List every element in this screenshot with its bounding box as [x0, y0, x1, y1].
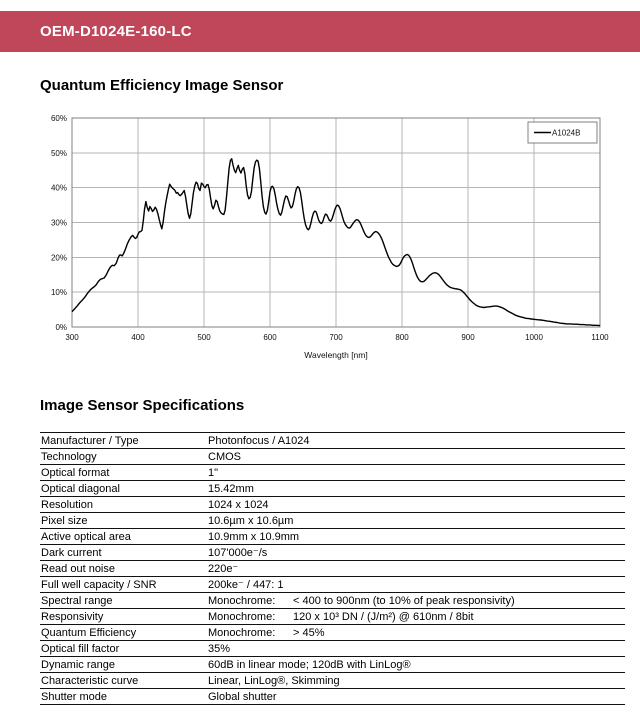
axis-labels: 0% 10% 20% 30% 40% 50% 60% 300 400 500 600 700 800 90…	[51, 114, 609, 342]
spec-label: Characteristic curve	[41, 674, 139, 687]
product-title: OEM-D1024E-160-LC	[40, 23, 192, 40]
spec-table: Manufacturer / Type Photonfocus / A1024 Te…	[40, 432, 625, 705]
spec-value: > 45%	[293, 626, 325, 639]
y-tick-label: 40%	[51, 184, 67, 193]
spec-mode: Monochrome:	[208, 610, 276, 623]
legend-box	[527, 121, 598, 144]
legend: A1024B	[527, 121, 598, 144]
legend-label: A1024B	[552, 129, 580, 138]
spec-row: Shutter mode Global shutter	[40, 688, 625, 704]
spec-label: Optical diagonal	[41, 482, 120, 495]
plot-frame	[71, 117, 601, 328]
spec-value: 1"	[208, 466, 219, 479]
spec-value: 10.9mm x 10.9mm	[208, 530, 300, 543]
spec-value: 200ke⁻ / 447: 1	[208, 579, 284, 591]
spec-label: Shutter mode	[41, 690, 108, 703]
spec-label: Pixel size	[41, 514, 88, 527]
spec-label: Quantum Efficiency	[41, 626, 137, 639]
qe-section-title: Quantum Efficiency Image Sensor	[40, 77, 284, 94]
spec-label: Read out noise	[41, 562, 115, 575]
header-bar: OEM-D1024E-160-LC	[0, 11, 640, 52]
spec-row: Optical diagonal 15.42mm	[40, 480, 625, 496]
qe-curve	[71, 158, 601, 327]
y-tick-label: 60%	[51, 114, 67, 123]
x-tick-label: 1000	[525, 333, 543, 342]
x-tick-label: 900	[461, 333, 475, 342]
spec-label: Full well capacity / SNR	[41, 578, 157, 591]
spec-value: 35%	[208, 642, 231, 655]
x-tick-label: 400	[131, 333, 145, 342]
spec-label: Spectral range	[41, 594, 113, 607]
spec-row: Characteristic curve Linear, LinLog®, Ski…	[40, 672, 625, 688]
spec-label: Dynamic range	[41, 658, 115, 671]
spec-row: Read out noise 220e⁻	[40, 560, 625, 576]
spec-value: < 400 to 900nm (to 10% of peak responsiv…	[293, 594, 515, 607]
x-tick-label: 1100	[591, 333, 609, 342]
spec-value: 220e⁻	[208, 563, 239, 575]
y-tick-label: 0%	[55, 323, 67, 332]
spec-row: Optical fill factor 35%	[40, 640, 625, 656]
spec-section-title: Image Sensor Specifications	[40, 397, 245, 414]
x-tick-label: 600	[263, 333, 277, 342]
spec-row: Resolution 1024 x 1024	[40, 496, 625, 512]
spec-row: Spectral range Monochrome: < 400 to 900nm …	[40, 592, 625, 608]
spec-value: 10.6µm x 10.6µm	[208, 514, 294, 527]
spec-row: Dynamic range 60dB in linear mode; 120dB …	[40, 656, 625, 672]
spec-row: Responsivity Monochrome: 120 x 10³ DN / (J…	[40, 608, 625, 624]
spec-label: Manufacturer / Type	[41, 434, 139, 447]
spec-value: Global shutter	[208, 690, 277, 703]
spec-value: CMOS	[208, 450, 241, 463]
spec-label: Technology	[41, 450, 97, 463]
y-tick-label: 50%	[51, 149, 67, 158]
y-tick-label: 20%	[51, 253, 67, 262]
spec-mode: Monochrome:	[208, 594, 276, 607]
y-tick-label: 10%	[51, 288, 67, 297]
spec-row: Manufacturer / Type Photonfocus / A1024	[40, 432, 625, 448]
spec-value: 107'000e⁻/s	[208, 547, 268, 559]
spec-row: Active optical area 10.9mm x 10.9mm	[40, 528, 625, 544]
spec-row: Full well capacity / SNR 200ke⁻ / 447: 1	[40, 576, 625, 592]
spec-row: Optical format 1"	[40, 464, 625, 480]
spec-value: Linear, LinLog®, Skimming	[208, 674, 340, 687]
spec-label: Active optical area	[41, 530, 131, 543]
x-axis-title: Wavelength [nm]	[304, 350, 367, 360]
y-tick-label: 30%	[51, 219, 67, 228]
x-tick-label: 300	[65, 333, 79, 342]
spec-label: Resolution	[41, 498, 93, 511]
spec-label: Responsivity	[41, 610, 104, 623]
spec-row: Pixel size 10.6µm x 10.6µm	[40, 512, 625, 528]
spec-mode: Monochrome:	[208, 626, 276, 639]
quantum-efficiency-chart: 0% 10% 20% 30% 40% 50% 60% 300 400 500 600 700 800 90…	[51, 114, 609, 360]
spec-value: 15.42mm	[208, 482, 254, 495]
spec-value: Photonfocus / A1024	[208, 434, 310, 447]
x-tick-label: 700	[329, 333, 343, 342]
spec-label: Optical format	[41, 466, 110, 479]
x-tick-label: 800	[395, 333, 409, 342]
spec-row: Dark current 107'000e⁻/s	[40, 544, 625, 560]
spec-row: Technology CMOS	[40, 448, 625, 464]
spec-value: 120 x 10³ DN / (J/m²) @ 610nm / 8bit	[293, 610, 474, 623]
spec-label: Dark current	[41, 546, 102, 559]
spec-row: Quantum Efficiency Monochrome: > 45%	[40, 624, 625, 640]
spec-value: 60dB in linear mode; 120dB with LinLog®	[208, 658, 411, 671]
spec-value: 1024 x 1024	[208, 498, 269, 511]
x-tick-label: 500	[197, 333, 211, 342]
spec-label: Optical fill factor	[41, 642, 120, 655]
